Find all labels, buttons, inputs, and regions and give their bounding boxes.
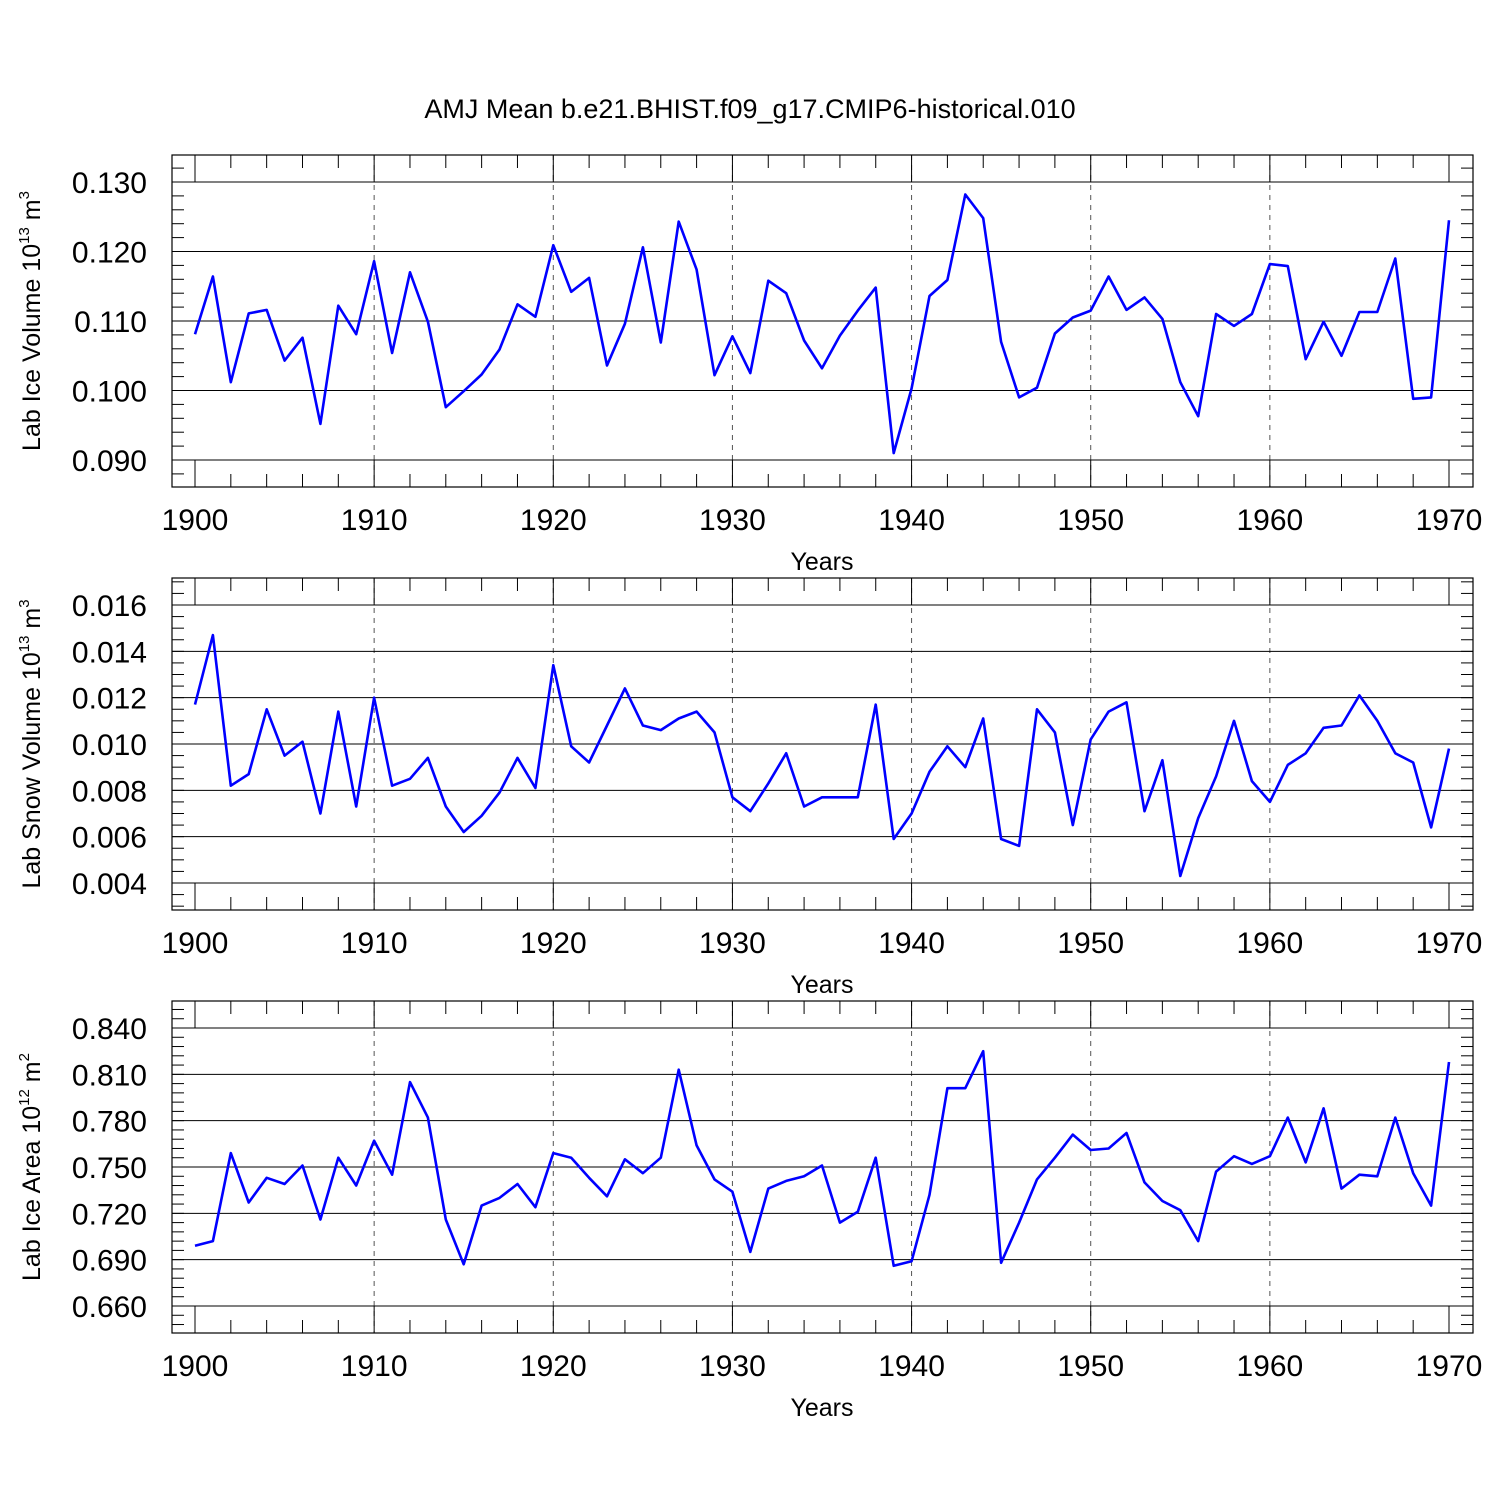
x-tick-label: 1910 [341, 504, 408, 537]
y-tick-label: 0.690 [72, 1245, 147, 1278]
y-axis-label: Lab Snow Volume 1013 m3 [16, 599, 46, 888]
x-tick-label: 1970 [1416, 927, 1483, 960]
x-tick-label: 1900 [162, 504, 229, 537]
panel-snow-volume: 0.004 0.006 0.008 0.010 0.012 0.014 0.016 1900 1… [16, 577, 1483, 999]
y-tick-label: 0.004 [72, 868, 147, 901]
y-tick-label: 0.010 [72, 729, 147, 762]
x-tick-label: 1900 [162, 1350, 229, 1383]
x-tick-label: 1900 [162, 927, 229, 960]
y-tick-label: 0.014 [72, 636, 147, 669]
x-tick-label: 1910 [341, 927, 408, 960]
y-label-exponent: 12 [16, 1089, 33, 1106]
x-axis-label: Years [790, 1394, 853, 1422]
y-label-unit: m [18, 1061, 46, 1089]
y-tick-label: 0.130 [72, 167, 147, 200]
y-label-unit: m [18, 608, 46, 636]
x-tick-label: 1970 [1416, 1350, 1483, 1383]
y-label-text: Lab Snow Volume 10 [18, 652, 46, 888]
y-tick-label: 0.660 [72, 1291, 147, 1324]
x-tick-label: 1940 [878, 927, 945, 960]
y-tick-label: 0.780 [72, 1106, 147, 1139]
y-tick-label: 0.110 [74, 306, 147, 339]
y-tick-label: 0.008 [72, 775, 147, 808]
x-tick-label: 1940 [878, 504, 945, 537]
y-tick-label: 0.100 [72, 376, 147, 409]
panel-ice-area: 0.660 0.690 0.720 0.750 0.780 0.810 0.840 1900 1… [16, 1000, 1483, 1422]
y-tick-label: 0.012 [72, 683, 147, 716]
y-tick-label: 0.720 [72, 1198, 147, 1231]
y-label-text: Lab Ice Area 10 [18, 1106, 46, 1281]
x-tick-label: 1930 [699, 927, 766, 960]
y-tick-label: 0.120 [72, 237, 147, 270]
y-label-unit-exponent: 2 [16, 1053, 33, 1061]
x-tick-label: 1930 [699, 504, 766, 537]
y-label-exponent: 13 [16, 636, 33, 653]
y-axis-label: Lab Ice Area 1012 m2 [16, 1053, 46, 1281]
x-tick-label: 1910 [341, 1350, 408, 1383]
x-tick-label: 1950 [1057, 504, 1124, 537]
y-label-unit: m [18, 199, 46, 227]
panel-ice-volume: 0.090 0.100 0.110 0.120 0.130 1900 1910 1920 193… [16, 154, 1483, 576]
x-tick-label: 1960 [1236, 1350, 1303, 1383]
x-tick-label: 1920 [520, 927, 587, 960]
y-label-text: Lab Ice Volume 10 [18, 244, 46, 451]
x-tick-label: 1970 [1416, 504, 1483, 537]
y-label-exponent: 13 [16, 227, 33, 244]
figure-title: AMJ Mean b.e21.BHIST.f09_g17.CMIP6-histo… [424, 94, 1075, 124]
y-label-unit-exponent: 3 [16, 599, 33, 607]
y-tick-label: 0.016 [72, 590, 147, 623]
x-axis-label: Years [790, 548, 853, 576]
x-tick-label: 1960 [1236, 927, 1303, 960]
x-tick-label: 1920 [520, 504, 587, 537]
y-tick-label: 0.090 [72, 445, 147, 478]
y-tick-label: 0.810 [72, 1059, 147, 1092]
y-tick-label: 0.750 [72, 1152, 147, 1185]
x-tick-label: 1960 [1236, 504, 1303, 537]
series-line [194, 1049, 1451, 1268]
y-tick-label: 0.840 [72, 1013, 147, 1046]
y-axis-label: Lab Ice Volume 1013 m3 [16, 191, 46, 451]
x-tick-label: 1940 [878, 1350, 945, 1383]
x-axis-label: Years [790, 971, 853, 999]
series-line [193, 193, 1451, 455]
x-tick-label: 1950 [1057, 927, 1124, 960]
series-line [193, 633, 1451, 878]
x-tick-label: 1950 [1057, 1350, 1124, 1383]
x-tick-label: 1920 [520, 1350, 587, 1383]
y-label-unit-exponent: 3 [16, 191, 33, 199]
y-tick-label: 0.006 [72, 822, 147, 855]
x-tick-label: 1930 [699, 1350, 766, 1383]
